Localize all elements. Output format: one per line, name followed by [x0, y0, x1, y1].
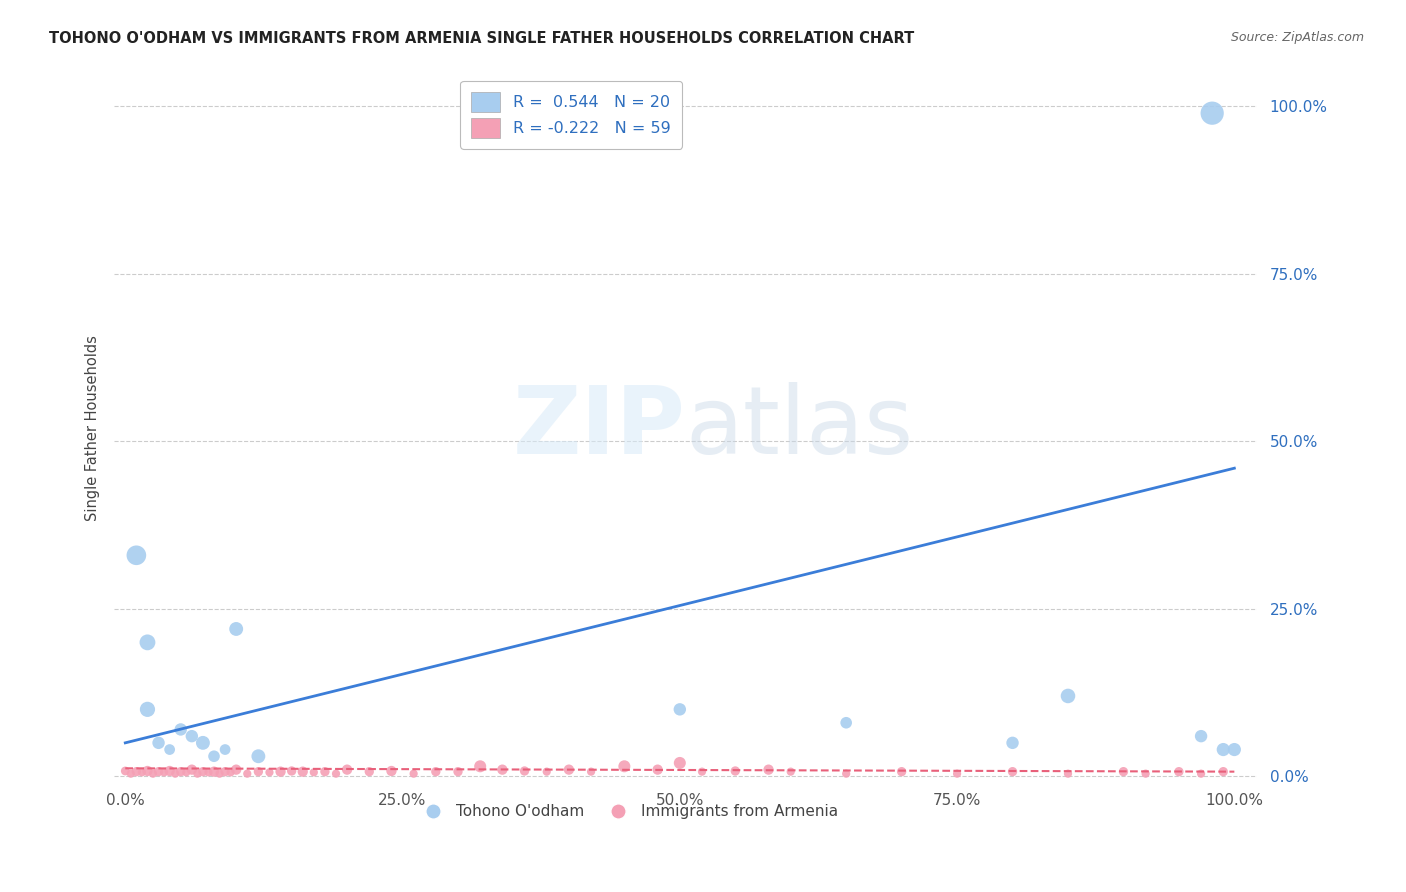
Point — [946, 766, 969, 780]
Point — [202, 749, 225, 764]
Point — [325, 766, 347, 780]
Point — [148, 764, 170, 779]
Point — [470, 759, 492, 773]
Point — [148, 736, 170, 750]
Point — [170, 723, 193, 737]
Point — [225, 763, 247, 777]
Point — [120, 766, 142, 780]
Point — [270, 764, 292, 779]
Point — [536, 764, 558, 779]
Point — [291, 764, 314, 779]
Point — [1057, 689, 1080, 703]
Point — [202, 764, 225, 779]
Point — [613, 759, 636, 773]
Point — [247, 764, 270, 779]
Point — [890, 764, 912, 779]
Point — [180, 729, 202, 743]
Text: TOHONO O'ODHAM VS IMMIGRANTS FROM ARMENIA SINGLE FATHER HOUSEHOLDS CORRELATION C: TOHONO O'ODHAM VS IMMIGRANTS FROM ARMENI… — [49, 31, 914, 46]
Point — [125, 764, 148, 779]
Point — [225, 622, 247, 636]
Point — [191, 736, 214, 750]
Point — [402, 766, 425, 780]
Text: ZIP: ZIP — [513, 382, 685, 474]
Text: Source: ZipAtlas.com: Source: ZipAtlas.com — [1230, 31, 1364, 45]
Point — [1001, 736, 1024, 750]
Point — [380, 764, 402, 778]
Point — [1135, 766, 1157, 780]
Point — [1212, 742, 1234, 756]
Legend: Tohono O'odham, Immigrants from Armenia: Tohono O'odham, Immigrants from Armenia — [412, 797, 845, 825]
Point — [1223, 742, 1246, 756]
Point — [159, 764, 181, 778]
Point — [835, 766, 858, 780]
Point — [159, 742, 181, 756]
Point — [314, 764, 336, 779]
Point — [779, 764, 801, 779]
Point — [1167, 764, 1189, 779]
Point — [125, 549, 148, 563]
Point — [259, 765, 281, 780]
Point — [669, 756, 692, 770]
Point — [1189, 766, 1212, 780]
Point — [1189, 729, 1212, 743]
Point — [302, 765, 325, 780]
Point — [136, 635, 159, 649]
Point — [236, 766, 259, 780]
Point — [208, 766, 231, 780]
Point — [447, 764, 470, 779]
Point — [247, 749, 270, 764]
Point — [136, 702, 159, 716]
Point — [280, 764, 302, 778]
Point — [214, 742, 236, 756]
Point — [142, 766, 165, 780]
Point — [579, 764, 602, 779]
Point — [1057, 766, 1080, 780]
Point — [1112, 764, 1135, 779]
Point — [724, 764, 747, 778]
Point — [136, 764, 159, 778]
Point — [153, 765, 176, 780]
Point — [669, 702, 692, 716]
Point — [174, 765, 197, 780]
Point — [336, 763, 359, 777]
Point — [191, 764, 214, 779]
Point — [690, 764, 713, 779]
Point — [219, 765, 242, 780]
Point — [491, 763, 513, 777]
Point — [1201, 106, 1223, 120]
Point — [165, 766, 187, 780]
Point — [425, 764, 447, 779]
Point — [558, 763, 581, 777]
Text: atlas: atlas — [685, 382, 914, 474]
Point — [170, 764, 193, 779]
Point — [359, 764, 381, 779]
Point — [180, 763, 202, 777]
Point — [197, 765, 219, 780]
Point — [186, 766, 208, 780]
Point — [114, 764, 136, 778]
Point — [1001, 764, 1024, 779]
Y-axis label: Single Father Households: Single Father Households — [86, 335, 100, 521]
Point — [758, 763, 780, 777]
Point — [513, 764, 536, 778]
Point — [1212, 764, 1234, 779]
Point — [647, 763, 669, 777]
Point — [835, 715, 858, 730]
Point — [214, 764, 236, 779]
Point — [131, 765, 153, 780]
